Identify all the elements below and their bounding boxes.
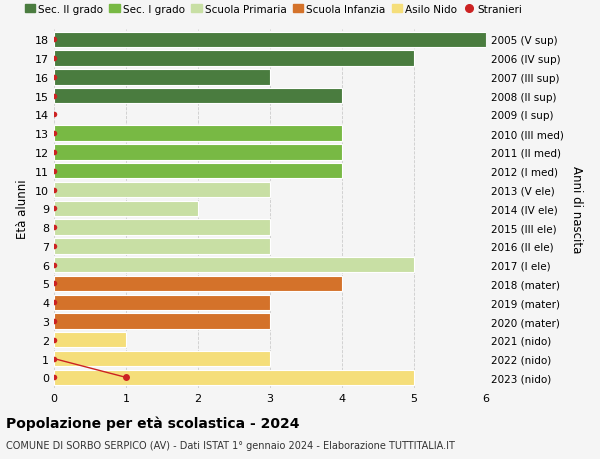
Bar (54, 239, 270, 254)
Bar (54, 201, 198, 217)
Y-axis label: Anni di nascita: Anni di nascita (570, 165, 583, 252)
Bar (54, 89, 342, 104)
Bar (54, 351, 270, 366)
Bar (54, 51, 414, 67)
Bar (54, 145, 342, 160)
Bar (54, 257, 414, 273)
Bar (54, 220, 270, 235)
Bar (54, 126, 342, 141)
Text: COMUNE DI SORBO SERPICO (AV) - Dati ISTAT 1° gennaio 2024 - Elaborazione TUTTITA: COMUNE DI SORBO SERPICO (AV) - Dati ISTA… (6, 440, 455, 450)
Bar (54, 313, 270, 329)
Bar (54, 332, 126, 348)
Bar (54, 295, 270, 310)
Bar (54, 164, 342, 179)
Text: Popolazione per età scolastica - 2024: Popolazione per età scolastica - 2024 (6, 415, 299, 430)
Bar (54, 276, 342, 291)
Legend: Sec. II grado, Sec. I grado, Scuola Primaria, Scuola Infanzia, Asilo Nido, Stran: Sec. II grado, Sec. I grado, Scuola Prim… (25, 5, 522, 15)
Y-axis label: Età alunni: Età alunni (16, 179, 29, 239)
Bar (54, 182, 270, 198)
Bar (54, 70, 270, 85)
Bar (54, 33, 486, 48)
Bar (54, 370, 414, 385)
